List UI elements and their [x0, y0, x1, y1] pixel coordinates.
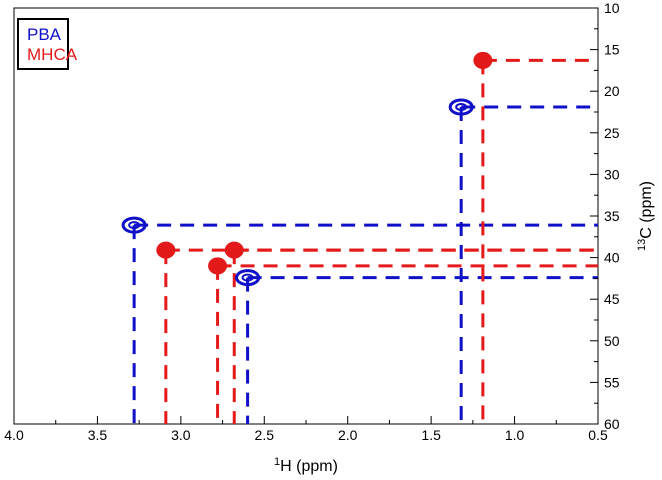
legend-entry-mhca: MHCA	[27, 45, 78, 64]
mhca-peak	[224, 241, 244, 259]
x-tick-label: 1.0	[505, 427, 525, 443]
y-tick-label: 20	[604, 83, 620, 99]
legend-entry-pba: PBA	[27, 25, 62, 44]
x-axis-ticks: 4.0 3.5 3.0 2.5 2.0 1.5 1.0 0.5	[4, 416, 608, 443]
pba-peak	[235, 269, 261, 287]
y-tick-label: 60	[604, 416, 620, 432]
pba-peak-inner-contour	[455, 103, 468, 112]
pba-peak	[448, 98, 474, 116]
y-tick-label: 45	[604, 291, 620, 307]
legend: PBA MHCA	[17, 18, 78, 70]
pba-peak-inner-contour	[128, 221, 141, 230]
y-tick-label: 30	[604, 166, 620, 182]
cross-peaks	[121, 51, 493, 287]
x-axis-title: 1H (ppm)	[274, 456, 338, 475]
x-tick-label: 3.0	[171, 427, 191, 443]
pba-peak-inner-contour	[241, 273, 254, 282]
x-axis-title-sup: 1	[274, 456, 280, 468]
y-tick-label: 55	[604, 374, 620, 390]
plot-frame	[13, 7, 599, 425]
y-tick-label: 50	[604, 333, 620, 349]
y-axis-title: 13C (ppm)	[636, 181, 655, 251]
x-axis-title-text: H (ppm)	[280, 458, 338, 475]
pba-peak	[121, 216, 147, 234]
x-tick-label: 1.5	[421, 427, 441, 443]
x-tick-label: 4.0	[4, 427, 24, 443]
y-tick-label: 25	[604, 125, 620, 141]
y-tick-label: 40	[604, 250, 620, 266]
mhca-peak	[473, 51, 493, 69]
x-tick-label: 2.5	[255, 427, 275, 443]
x-tick-label: 3.5	[88, 427, 108, 443]
legend-box	[17, 18, 69, 70]
x-tick-label: 0.5	[588, 427, 608, 443]
y-tick-label: 35	[604, 208, 620, 224]
mhca-peak	[156, 241, 176, 259]
y-axis-ticks: 10 15 20 25 30 35 40 45 50 55 60	[590, 0, 620, 432]
mhca-peak	[208, 257, 228, 275]
y-axis-title-text: C (ppm)	[638, 181, 655, 239]
x-tick-label: 2.0	[338, 427, 358, 443]
y-axis-title-sup: 13	[636, 239, 648, 251]
y-tick-label: 10	[604, 0, 620, 16]
y-tick-label: 15	[604, 42, 620, 58]
